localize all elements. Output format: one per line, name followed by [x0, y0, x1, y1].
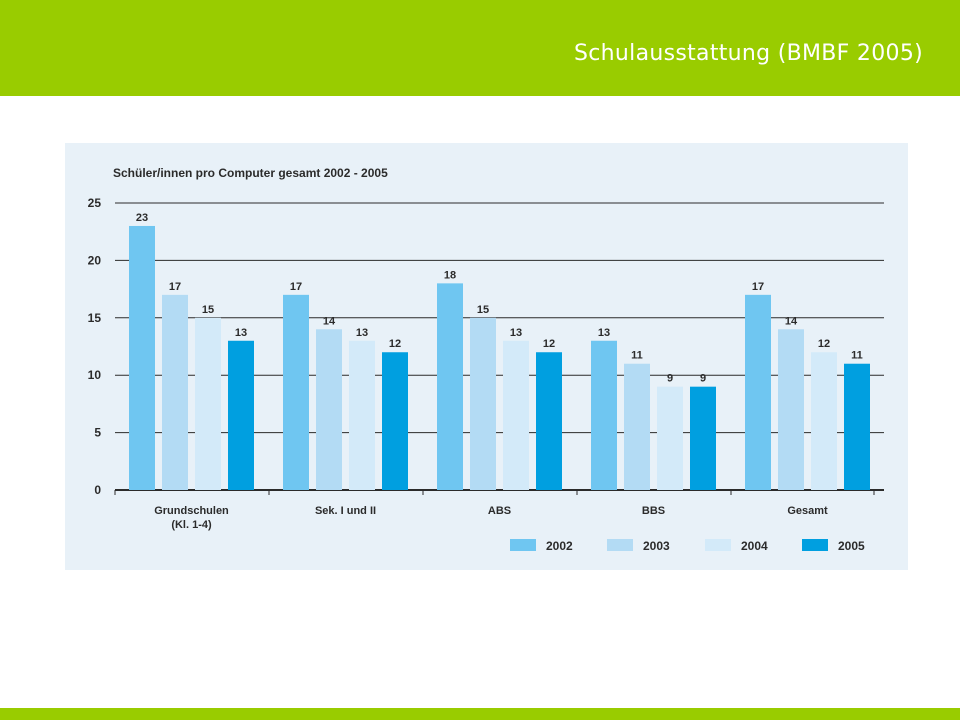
bar-2003: [470, 317, 496, 490]
bar-2005: [690, 386, 716, 490]
x-tick-label: Grundschulen: [154, 505, 229, 517]
bar-2004: [349, 340, 375, 490]
legend-swatch-2005: [802, 539, 828, 551]
bar-chart: Schüler/innen pro Computer gesamt 2002 -…: [88, 166, 884, 553]
bar-2005: [382, 352, 408, 490]
data-label: 17: [169, 281, 181, 293]
footer-bar: [0, 708, 960, 720]
y-tick-label: 20: [88, 253, 102, 267]
y-tick-label: 10: [88, 368, 102, 382]
bar-2002: [129, 225, 155, 490]
chart-panel: Schüler/innen pro Computer gesamt 2002 -…: [65, 143, 908, 570]
data-label: 9: [667, 373, 673, 385]
bar-2003: [162, 294, 188, 490]
x-tick-label: Gesamt: [787, 505, 828, 517]
data-label: 9: [700, 373, 706, 385]
data-label: 23: [136, 212, 148, 224]
legend-swatch-2002: [510, 539, 536, 551]
data-label: 14: [323, 315, 336, 327]
data-label: 14: [785, 315, 798, 327]
data-label: 15: [202, 304, 214, 316]
bar-2005: [844, 363, 870, 490]
data-label: 17: [290, 281, 302, 293]
y-tick-label: 0: [94, 483, 101, 497]
x-tick-label: (Kl. 1-4): [171, 519, 212, 531]
y-tick-label: 25: [88, 196, 102, 210]
data-label: 15: [477, 304, 489, 316]
data-label: 13: [356, 327, 368, 339]
x-tick-label: Sek. I und II: [315, 505, 376, 517]
bar-2004: [195, 317, 221, 490]
data-label: 11: [851, 350, 863, 362]
bar-2004: [503, 340, 529, 490]
data-label: 11: [631, 350, 643, 362]
legend-label-2003: 2003: [643, 539, 670, 553]
data-label: 12: [818, 338, 830, 350]
x-tick-label: ABS: [488, 505, 511, 517]
bar-2002: [283, 294, 309, 490]
data-label: 13: [235, 327, 247, 339]
bar-2003: [316, 329, 342, 490]
legend-swatch-2003: [607, 539, 633, 551]
data-label: 12: [543, 338, 555, 350]
data-label: 17: [752, 281, 764, 293]
y-tick-label: 15: [88, 311, 102, 325]
bar-2005: [228, 340, 254, 490]
data-label: 13: [510, 327, 522, 339]
bar-2002: [591, 340, 617, 490]
legend-label-2004: 2004: [741, 539, 768, 553]
bar-2002: [437, 283, 463, 490]
chart-title: Schüler/innen pro Computer gesamt 2002 -…: [113, 166, 388, 180]
legend-label-2002: 2002: [546, 539, 573, 553]
legend-label-2005: 2005: [838, 539, 865, 553]
bar-2004: [657, 386, 683, 490]
x-tick-label: BBS: [642, 505, 665, 517]
header-bar: Schulausstattung (BMBF 2005): [0, 0, 960, 96]
data-label: 12: [389, 338, 401, 350]
bar-2002: [745, 294, 771, 490]
bar-2004: [811, 352, 837, 490]
bar-2003: [778, 329, 804, 490]
legend-swatch-2004: [705, 539, 731, 551]
bar-2003: [624, 363, 650, 490]
data-label: 13: [598, 327, 610, 339]
slide-title: Schulausstattung (BMBF 2005): [574, 41, 923, 66]
data-label: 18: [444, 269, 456, 281]
y-tick-label: 5: [94, 426, 101, 440]
bar-2005: [536, 352, 562, 490]
